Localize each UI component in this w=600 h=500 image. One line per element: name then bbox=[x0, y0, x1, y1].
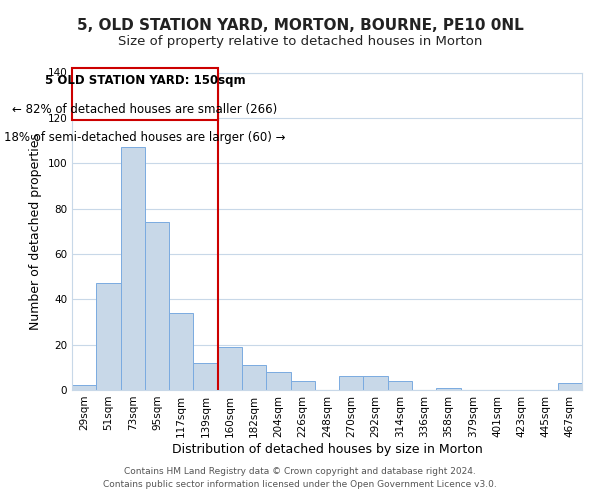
X-axis label: Distribution of detached houses by size in Morton: Distribution of detached houses by size … bbox=[172, 442, 482, 456]
Bar bbox=[169, 313, 193, 390]
Bar bbox=[339, 376, 364, 390]
Bar bbox=[388, 381, 412, 390]
Bar bbox=[364, 376, 388, 390]
Bar bbox=[242, 365, 266, 390]
Bar bbox=[266, 372, 290, 390]
Text: Contains public sector information licensed under the Open Government Licence v3: Contains public sector information licen… bbox=[103, 480, 497, 489]
Bar bbox=[72, 386, 96, 390]
Bar bbox=[193, 363, 218, 390]
Bar bbox=[290, 381, 315, 390]
Bar bbox=[218, 347, 242, 390]
Bar bbox=[96, 284, 121, 390]
Text: 5 OLD STATION YARD: 150sqm: 5 OLD STATION YARD: 150sqm bbox=[44, 74, 245, 88]
Text: 5, OLD STATION YARD, MORTON, BOURNE, PE10 0NL: 5, OLD STATION YARD, MORTON, BOURNE, PE1… bbox=[77, 18, 523, 32]
Bar bbox=[436, 388, 461, 390]
Bar bbox=[558, 383, 582, 390]
Text: 18% of semi-detached houses are larger (60) →: 18% of semi-detached houses are larger (… bbox=[4, 132, 286, 144]
FancyBboxPatch shape bbox=[72, 68, 218, 120]
Bar bbox=[121, 148, 145, 390]
Bar bbox=[145, 222, 169, 390]
Text: ← 82% of detached houses are smaller (266): ← 82% of detached houses are smaller (26… bbox=[12, 103, 277, 116]
Text: Contains HM Land Registry data © Crown copyright and database right 2024.: Contains HM Land Registry data © Crown c… bbox=[124, 467, 476, 476]
Text: Size of property relative to detached houses in Morton: Size of property relative to detached ho… bbox=[118, 35, 482, 48]
Y-axis label: Number of detached properties: Number of detached properties bbox=[29, 132, 42, 330]
